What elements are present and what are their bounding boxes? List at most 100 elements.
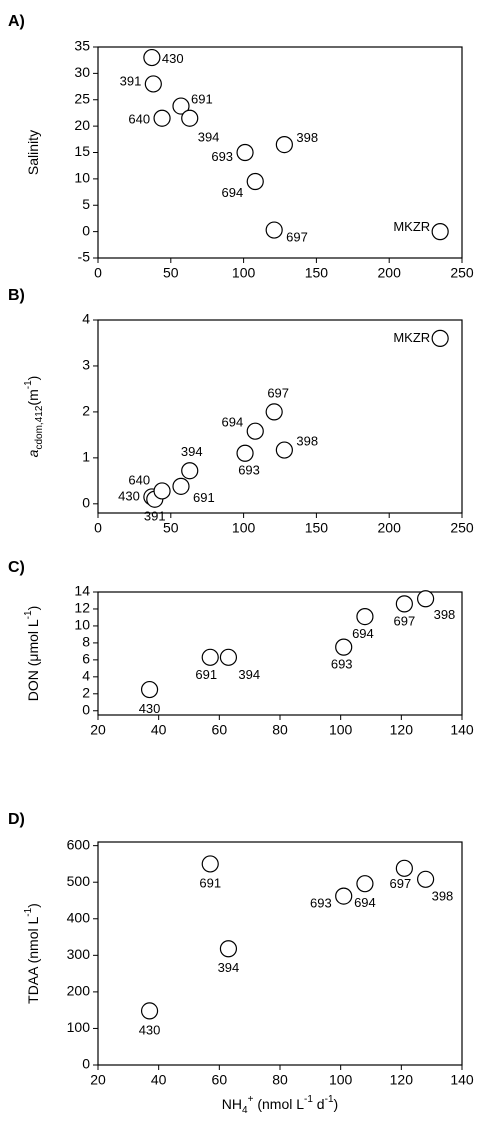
label-part: -1	[23, 380, 34, 389]
x-tick-label: 0	[94, 265, 102, 281]
y-tick-label: 6	[82, 651, 90, 667]
y-tick-label: 500	[67, 873, 91, 889]
point	[219, 648, 238, 666]
panel-label: A)	[8, 13, 25, 30]
point	[275, 135, 293, 154]
label-part: -1	[23, 610, 34, 619]
point-label: 394	[198, 130, 220, 145]
point-label: 697	[267, 385, 289, 400]
point-label: 430	[162, 51, 184, 66]
y-tick-label: 10	[74, 170, 90, 186]
label-part: TDAA (nmol L	[25, 917, 41, 1004]
point	[140, 680, 159, 699]
y-axis-label: TDAA (nmol L-1)	[23, 903, 41, 1004]
y-tick-label: 12	[74, 600, 90, 616]
point	[236, 444, 254, 462]
point-label: 640	[128, 112, 150, 127]
x-tick-label: 150	[305, 265, 329, 281]
point	[417, 590, 435, 608]
point-label: 398	[434, 607, 456, 622]
y-tick-label: 3	[82, 357, 90, 373]
x-tick-label: 40	[151, 1072, 167, 1088]
label-part: +	[248, 1094, 254, 1105]
label-part: )	[334, 1096, 339, 1112]
y-tick-label: 14	[74, 583, 90, 599]
point	[356, 607, 374, 626]
point	[335, 887, 353, 905]
x-tick-label: 20	[90, 1072, 106, 1088]
x-tick-label: 120	[390, 722, 414, 738]
label-part: DON (μmol L	[25, 619, 41, 701]
point-label: 697	[394, 613, 416, 628]
y-tick-label: 4	[82, 311, 90, 327]
point	[395, 595, 413, 613]
label-part: -1	[23, 907, 34, 916]
y-axis-label: acdom,412(m-1)	[23, 376, 45, 458]
x-tick-label: 50	[163, 520, 179, 536]
point-label: 691	[191, 92, 213, 107]
panel-label: C)	[8, 559, 25, 576]
y-tick-label: 1	[82, 449, 90, 465]
point	[246, 422, 264, 440]
point-label: 640	[128, 472, 150, 487]
panel-label: D)	[8, 811, 25, 828]
y-tick-label: 400	[67, 909, 91, 925]
y-tick-label: 2	[82, 403, 90, 419]
point	[144, 75, 162, 93]
y-tick-label: -5	[78, 249, 91, 265]
x-tick-label: 100	[329, 1072, 353, 1088]
label-part: )	[25, 903, 41, 908]
y-tick-label: 2	[82, 684, 90, 700]
point-label: 394	[218, 960, 240, 975]
y-tick-label: 5	[82, 196, 90, 212]
label-part: NH	[222, 1096, 242, 1112]
y-tick-label: 25	[74, 90, 90, 106]
label-part: cdom,412	[34, 405, 45, 449]
point	[140, 1002, 159, 1020]
label-part: 4	[242, 1105, 248, 1116]
point	[335, 638, 353, 656]
x-tick-label: 200	[378, 520, 402, 536]
label-part: -1	[304, 1094, 313, 1105]
x-tick-label: 100	[329, 722, 353, 738]
x-tick-label: 50	[163, 265, 179, 281]
point-label: 693	[238, 463, 260, 478]
point	[219, 940, 238, 958]
point	[431, 329, 449, 347]
y-tick-label: 600	[67, 836, 91, 852]
point-label: 394	[181, 444, 203, 459]
point-label: MKZR	[393, 219, 430, 234]
x-tick-label: 250	[450, 265, 474, 281]
point-label: 691	[199, 875, 221, 890]
label-part: d	[313, 1096, 325, 1112]
point	[246, 172, 264, 191]
point-label: 694	[354, 895, 376, 910]
point-label: 693	[310, 896, 332, 911]
point	[201, 648, 219, 666]
y-tick-label: 20	[74, 117, 90, 133]
point-label: MKZR	[393, 330, 430, 345]
point	[417, 870, 435, 888]
point-label: 391	[144, 509, 166, 524]
y-tick-label: 10	[74, 617, 90, 633]
x-tick-label: 100	[232, 265, 256, 281]
point	[431, 223, 449, 241]
point-label: 430	[139, 1022, 161, 1037]
point	[356, 875, 374, 893]
y-axis-label: Salinity	[25, 130, 41, 175]
point	[201, 855, 219, 873]
x-tick-label: 200	[378, 265, 402, 281]
point-label: 693	[331, 657, 353, 672]
y-tick-label: 0	[82, 1056, 90, 1072]
x-tick-label: 250	[450, 520, 474, 536]
point-label: 694	[222, 185, 244, 200]
point-label: 694	[222, 415, 244, 430]
plot-frame	[97, 319, 463, 514]
point	[395, 859, 413, 877]
x-tick-label: 150	[305, 520, 329, 536]
point-label: 391	[120, 73, 142, 88]
x-tick-label: 60	[212, 722, 228, 738]
y-tick-label: 15	[74, 143, 90, 159]
label-part: )	[25, 606, 41, 611]
x-tick-label: 40	[151, 722, 167, 738]
